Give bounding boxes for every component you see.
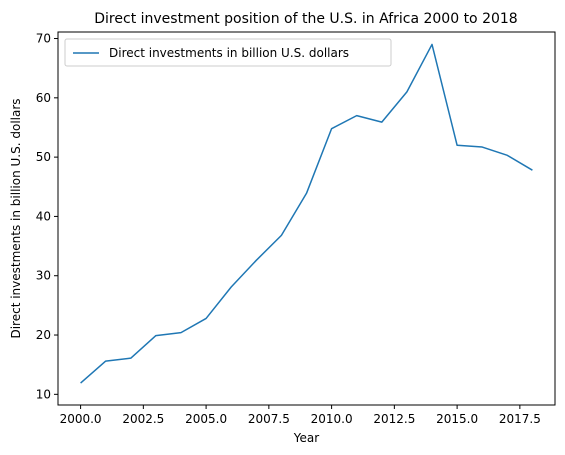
data-point — [455, 143, 459, 147]
y-tick-label: 60 — [36, 91, 51, 105]
x-tick-label: 2007.5 — [248, 412, 290, 426]
x-axis: 2000.0 2002.5 2005.0 2007.5 2010.0 2012.5 2015… — [60, 405, 541, 426]
data-point — [279, 233, 283, 237]
y-axis-label: Direct investments in billion U.S. dolla… — [9, 98, 23, 338]
data-point — [380, 120, 384, 124]
data-point — [179, 331, 183, 335]
chart-title: Direct investment position of the U.S. i… — [94, 11, 517, 27]
data-point — [154, 334, 158, 338]
data-point — [79, 381, 83, 385]
data-point — [355, 114, 359, 118]
y-tick-label: 10 — [36, 387, 51, 401]
x-tick-label: 2000.0 — [60, 412, 102, 426]
plot-frame — [57, 31, 556, 406]
legend-box — [64, 38, 392, 67]
data-point — [104, 359, 108, 363]
data-point — [229, 285, 233, 289]
data-point — [480, 145, 484, 149]
y-tick-label: 20 — [36, 328, 51, 342]
series-layer — [79, 42, 534, 385]
y-tick-label: 30 — [36, 269, 51, 283]
x-axis-label: Year — [293, 431, 319, 445]
x-tick-label: 2015.0 — [436, 412, 478, 426]
data-point — [505, 153, 509, 157]
x-tick-label: 2002.5 — [122, 412, 164, 426]
data-point — [305, 191, 309, 195]
data-point — [204, 316, 208, 320]
y-tick-label: 50 — [36, 150, 51, 164]
data-point — [254, 258, 258, 262]
x-tick-label: 2005.0 — [185, 412, 227, 426]
y-axis: 10 20 30 40 50 60 70 — [36, 32, 58, 401]
data-point — [530, 168, 534, 172]
legend: Direct investments in billion U.S. dolla… — [64, 38, 392, 67]
x-tick-label: 2012.5 — [373, 412, 415, 426]
y-tick-label: 40 — [36, 209, 51, 223]
data-point — [330, 127, 334, 131]
y-tick-label: 70 — [36, 32, 51, 46]
plot-area: 2000.0 2002.5 2005.0 2007.5 2010.0 2012.5 2015… — [36, 31, 556, 426]
series-line — [80, 43, 533, 384]
x-tick-label: 2010.0 — [311, 412, 353, 426]
data-point — [405, 90, 409, 94]
data-point — [129, 356, 133, 360]
data-point — [430, 42, 434, 46]
legend-entry: Direct investments in billion U.S. dolla… — [109, 46, 349, 60]
x-tick-label: 2017.5 — [499, 412, 541, 426]
